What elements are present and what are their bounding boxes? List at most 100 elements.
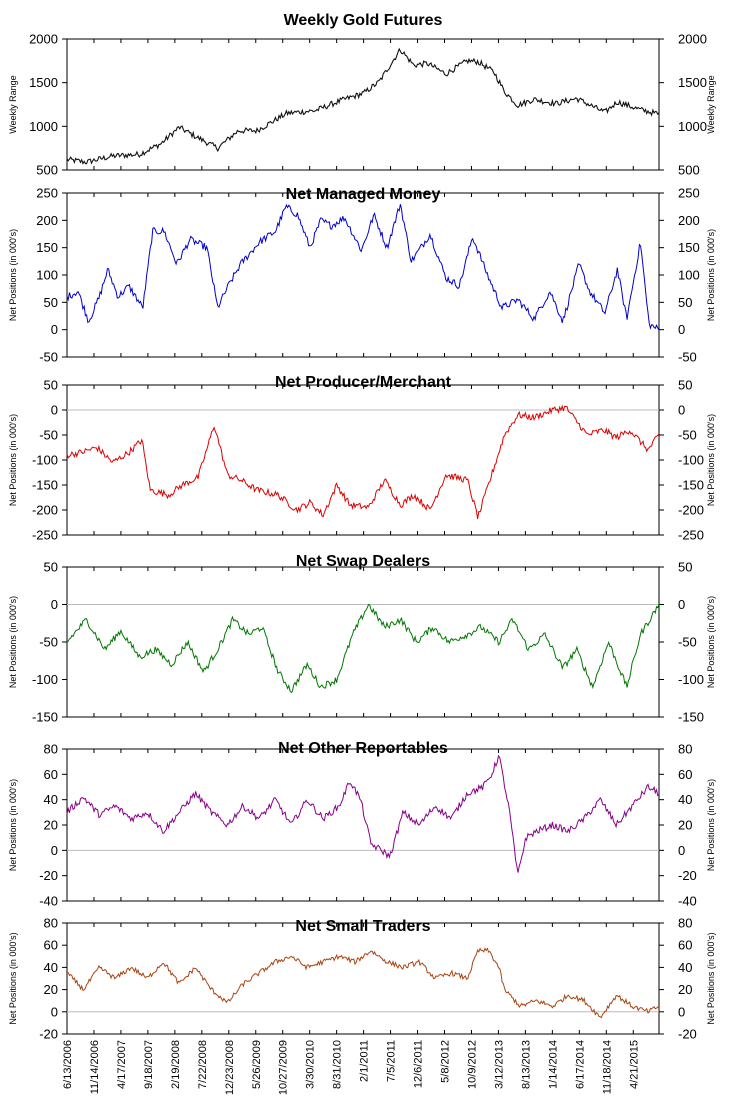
y-tick-label-left: -20: [39, 1027, 58, 1042]
x-tick-label: 4/21/2015: [628, 1040, 640, 1089]
y-tick-label-right: -20: [678, 868, 697, 883]
y-tick-label-left: 0: [51, 597, 58, 612]
y-tick-label-right: 250: [678, 186, 700, 201]
y-tick-label-left: 20: [44, 818, 58, 833]
series-line: [66, 947, 660, 1019]
series-line: [66, 404, 660, 520]
y-tick-label-left: 50: [44, 295, 58, 310]
panel-0: Weekly Gold Futures 2000 2000 1500 1500 1000 1…: [8, 12, 716, 178]
series-line: [66, 203, 660, 331]
panel-3: Net Swap Dealers 50 50 0 0 -50 -50 -100 -100 -150…: [8, 553, 716, 725]
x-tick-label: 5/26/2009: [251, 1040, 263, 1089]
x-tick-label: 3/12/2013: [493, 1040, 505, 1089]
panel-1: Net Managed Money 250 250 200 200 150 150 100 10…: [8, 186, 716, 365]
y-tick-label-left: 0: [51, 403, 58, 418]
y-tick-label-left: 60: [44, 767, 58, 782]
y-tick-label-right: 50: [678, 378, 692, 393]
y-tick-label-right: -100: [678, 672, 704, 687]
x-axis: 6/13/2006 11/14/2006 4/17/2007 9/18/2007 2/1…: [62, 1040, 640, 1095]
plot-frame: [66, 38, 660, 171]
y-tick-label-left: -20: [39, 868, 58, 883]
y-tick-label-right: 50: [678, 560, 692, 575]
y-axis-label-left: Weekly Range: [8, 75, 18, 133]
y-tick-label-right: -40: [678, 894, 697, 909]
y-axis-label-right: Net Positions (in 000's): [706, 596, 716, 688]
y-tick-label-left: 1500: [29, 75, 58, 90]
x-tick-label: 5/8/2012: [440, 1040, 452, 1083]
panel-2: Net Producer/Merchant 50 50 0 0 -50 -50 -100 -10…: [8, 374, 716, 543]
panel-5: Net Small Traders 80 80 60 60 40 40 20 20 0 0 -20 -2…: [8, 916, 716, 1042]
x-tick-label: 6/13/2006: [62, 1040, 74, 1089]
x-tick-label: 1/14/2014: [547, 1040, 559, 1089]
x-tick-label: 10/27/2009: [278, 1040, 290, 1095]
plot-frame: [66, 566, 660, 718]
y-tick-label-left: 40: [44, 960, 58, 975]
y-tick-label-right: -150: [678, 710, 704, 725]
y-axis-label-left: Net Positions (in 000's): [8, 779, 18, 871]
y-tick-label-right: -250: [678, 528, 704, 543]
x-tick-label: 12/6/2011: [413, 1040, 425, 1088]
x-tick-label: 6/17/2014: [574, 1040, 586, 1089]
plot-frame: [66, 922, 660, 1035]
y-tick-label-right: 80: [678, 916, 692, 931]
panel-title: Weekly Gold Futures: [284, 12, 443, 29]
y-tick-label-left: 80: [44, 742, 58, 757]
y-tick-label-left: -100: [32, 672, 58, 687]
y-axis-label-right: Net Positions (in 000's): [706, 229, 716, 321]
y-tick-label-left: 60: [44, 938, 58, 953]
y-tick-label-left: 0: [51, 843, 58, 858]
y-tick-label-right: 0: [678, 403, 685, 418]
y-axis-label-right: Weekly Range: [706, 75, 716, 133]
y-tick-label-right: 100: [678, 268, 700, 283]
x-tick-label: 12/23/2008: [224, 1040, 236, 1095]
y-tick-label-right: 0: [678, 322, 685, 337]
plot-frame: [66, 192, 660, 358]
x-tick-label: 8/13/2013: [520, 1040, 532, 1089]
y-tick-label-left: -250: [32, 528, 58, 543]
y-tick-label-left: 150: [36, 240, 58, 255]
y-tick-label-right: 20: [678, 982, 692, 997]
y-tick-label-right: -100: [678, 453, 704, 468]
y-tick-label-right: 150: [678, 240, 700, 255]
y-tick-label-left: 250: [36, 186, 58, 201]
series-line: [66, 603, 660, 694]
x-tick-label: 7/5/2011: [386, 1040, 398, 1082]
y-tick-label-left: 0: [51, 322, 58, 337]
y-tick-label-right: 0: [678, 1004, 685, 1019]
x-tick-label: 2/1/2011: [359, 1040, 371, 1082]
y-tick-label-right: 40: [678, 792, 692, 807]
panel-title: Net Managed Money: [286, 186, 441, 203]
x-tick-label: 4/17/2007: [116, 1040, 128, 1089]
plot-frame: [66, 748, 660, 902]
y-tick-label-left: -100: [32, 453, 58, 468]
y-tick-label-left: -40: [39, 894, 58, 909]
y-tick-label-left: 80: [44, 916, 58, 931]
y-tick-label-right: 2000: [678, 32, 707, 47]
y-tick-label-right: 1000: [678, 119, 707, 134]
y-tick-label-right: 40: [678, 960, 692, 975]
y-tick-label-right: -50: [678, 635, 697, 650]
y-tick-label-left: 1000: [29, 119, 58, 134]
y-tick-label-right: 1500: [678, 75, 707, 90]
y-tick-label-left: 40: [44, 792, 58, 807]
y-tick-label-left: 100: [36, 268, 58, 283]
y-tick-label-left: -150: [32, 710, 58, 725]
y-tick-label-right: 50: [678, 295, 692, 310]
y-axis-label-left: Net Positions (in 000's): [8, 932, 18, 1024]
series-line: [66, 47, 660, 165]
y-tick-label-right: 0: [678, 597, 685, 612]
y-tick-label-right: 0: [678, 843, 685, 858]
x-tick-label: 3/30/2010: [305, 1040, 317, 1089]
y-tick-label-right: 60: [678, 767, 692, 782]
y-axis-label-right: Net Positions (in 000's): [706, 932, 716, 1024]
series-line: [66, 754, 660, 873]
y-axis-label-left: Net Positions (in 000's): [8, 596, 18, 688]
y-tick-label-left: -50: [39, 350, 58, 365]
x-tick-label: 9/18/2007: [143, 1040, 155, 1089]
x-tick-label: 11/14/2006: [89, 1040, 101, 1094]
y-axis-label-left: Net Positions (in 000's): [8, 229, 18, 321]
y-tick-label-left: 2000: [29, 32, 58, 47]
y-tick-label-left: -50: [39, 428, 58, 443]
